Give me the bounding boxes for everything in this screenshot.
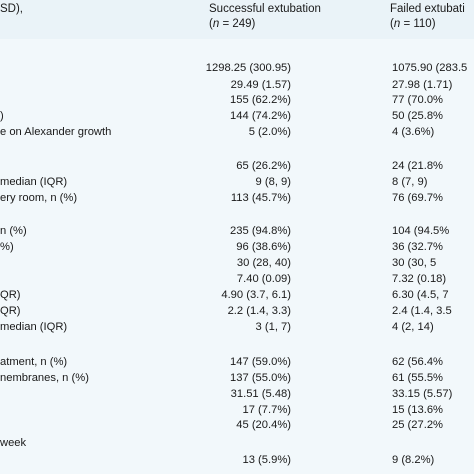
successful-value: 137 (55.0%) bbox=[230, 372, 291, 384]
table-row: n (%) 235 (94.8%) 104 (94.5% bbox=[0, 224, 474, 239]
table-row bbox=[0, 209, 474, 224]
table-row: nembranes, n (%) 137 (55.0%) 61 (55.5% bbox=[0, 371, 474, 386]
table-row: ) 144 (74.2%) 50 (25.8% bbox=[0, 109, 474, 124]
row-label: n (%) bbox=[0, 225, 27, 237]
row-label: QR) bbox=[0, 289, 21, 301]
failed-value: 4 (2, 14) bbox=[392, 321, 434, 333]
failed-value: 62 (56.4% bbox=[392, 356, 443, 368]
successful-value: 96 (38.6%) bbox=[236, 241, 291, 253]
failed-value: 77 (70.0% bbox=[392, 94, 443, 106]
table-row: 30 (28, 40) 30 (30, 5 bbox=[0, 256, 474, 271]
failed-value: 36 (32.7% bbox=[392, 241, 443, 253]
successful-value: 29.49 (1.57) bbox=[230, 79, 291, 91]
successful-value: 235 (94.8%) bbox=[230, 225, 291, 237]
failed-value: 50 (25.8% bbox=[392, 110, 443, 122]
failed-value: 2.4 (1.4, 3.5 bbox=[392, 305, 452, 317]
col-header-characteristic: SD), bbox=[0, 3, 23, 15]
table-row: ery room, n (%) 113 (45.7%) 76 (69.7% bbox=[0, 191, 474, 206]
table-row bbox=[0, 338, 474, 353]
successful-value: 3 (1, 7) bbox=[255, 321, 291, 333]
successful-value: 4.90 (3.7, 6.1) bbox=[221, 289, 291, 301]
row-label: %) bbox=[0, 241, 14, 253]
successful-value: 2.2 (1.4, 3.3) bbox=[227, 305, 291, 317]
table-row: 45 (20.4%) 25 (27.2% bbox=[0, 418, 474, 433]
table-row: 29.49 (1.57) 27.98 (1.71) bbox=[0, 78, 474, 93]
failed-value: 4 (3.6%) bbox=[392, 126, 435, 138]
successful-value: 147 (59.0%) bbox=[230, 356, 291, 368]
successful-value: 31.51 (5.48) bbox=[230, 388, 291, 400]
row-label: atment, n (%) bbox=[0, 356, 68, 368]
successful-value: 9 (8, 9) bbox=[255, 176, 291, 188]
row-label: ery room, n (%) bbox=[0, 192, 78, 204]
successful-value: 113 (45.7%) bbox=[230, 192, 291, 204]
table-row: %) 96 (38.6%) 36 (32.7% bbox=[0, 240, 474, 255]
failed-value: 8 (7, 9) bbox=[392, 176, 428, 188]
row-label: median (IQR) bbox=[0, 321, 68, 333]
failed-value: 27.98 (1.71) bbox=[392, 79, 453, 91]
failed-value: 24 (21.8% bbox=[392, 160, 443, 172]
table-row: 1298.25 (300.95) 1075.90 (283.5 bbox=[0, 61, 474, 76]
successful-value: 1298.25 (300.95) bbox=[205, 62, 291, 74]
table-row: 155 (62.2%) 77 (70.0% bbox=[0, 93, 474, 108]
successful-value: 5 (2.0%) bbox=[248, 126, 291, 138]
table-row: 65 (26.2%) 24 (21.8% bbox=[0, 159, 474, 174]
table-row: median (IQR) 3 (1, 7) 4 (2, 14) bbox=[0, 320, 474, 335]
table-row: 31.51 (5.48) 33.15 (5.57) bbox=[0, 387, 474, 402]
successful-value: 155 (62.2%) bbox=[230, 94, 291, 106]
row-label: QR) bbox=[0, 305, 21, 317]
failed-value: 76 (69.7% bbox=[392, 192, 443, 204]
table-row: 17 (7.7%) 15 (13.6% bbox=[0, 403, 474, 418]
table-row bbox=[0, 143, 474, 158]
successful-value: 17 (7.7%) bbox=[242, 404, 291, 416]
failed-value: 30 (30, 5 bbox=[392, 257, 437, 269]
successful-value: 7.40 (0.09) bbox=[236, 273, 291, 285]
col-header-successful: Successful extubation bbox=[209, 3, 321, 15]
row-label: e on Alexander growth bbox=[0, 126, 112, 138]
table-header bbox=[0, 0, 474, 39]
table-row: week bbox=[0, 436, 474, 451]
col-header-failed: Failed extubati bbox=[390, 3, 465, 15]
table-row: 7.40 (0.09) 7.32 (0.18) bbox=[0, 272, 474, 287]
row-label: median (IQR) bbox=[0, 176, 68, 188]
successful-value: 65 (26.2%) bbox=[236, 160, 291, 172]
failed-value: 9 (8.2%) bbox=[392, 454, 435, 466]
failed-value: 61 (55.5% bbox=[392, 372, 443, 384]
table-row: QR) 2.2 (1.4, 3.3) 2.4 (1.4, 3.5 bbox=[0, 304, 474, 319]
successful-value: 144 (74.2%) bbox=[230, 110, 291, 122]
successful-value: 45 (20.4%) bbox=[236, 419, 291, 431]
col-header-successful-n: (n = 249) bbox=[209, 18, 256, 30]
table-row: atment, n (%) 147 (59.0%) 62 (56.4% bbox=[0, 355, 474, 370]
row-label: week bbox=[0, 437, 27, 449]
table-body bbox=[0, 39, 474, 474]
table-row: 13 (5.9%) 9 (8.2%) bbox=[0, 453, 474, 468]
row-label: nembranes, n (%) bbox=[0, 372, 89, 384]
failed-value: 33.15 (5.57) bbox=[392, 388, 453, 400]
successful-value: 13 (5.9%) bbox=[242, 454, 291, 466]
failed-value: 15 (13.6% bbox=[392, 404, 443, 416]
successful-value: 30 (28, 40) bbox=[236, 257, 291, 269]
failed-value: 1075.90 (283.5 bbox=[392, 62, 468, 74]
table-row: e on Alexander growth 5 (2.0%) 4 (3.6%) bbox=[0, 125, 474, 140]
table-row: median (IQR) 9 (8, 9) 8 (7, 9) bbox=[0, 175, 474, 190]
failed-value: 104 (94.5% bbox=[392, 225, 450, 237]
failed-value: 25 (27.2% bbox=[392, 419, 443, 431]
table-row: QR) 4.90 (3.7, 6.1) 6.30 (4.5, 7 bbox=[0, 288, 474, 303]
row-label: ) bbox=[0, 110, 4, 122]
failed-value: 6.30 (4.5, 7 bbox=[392, 289, 449, 301]
col-header-failed-n: (n = 110) bbox=[390, 18, 436, 30]
failed-value: 7.32 (0.18) bbox=[392, 273, 447, 285]
